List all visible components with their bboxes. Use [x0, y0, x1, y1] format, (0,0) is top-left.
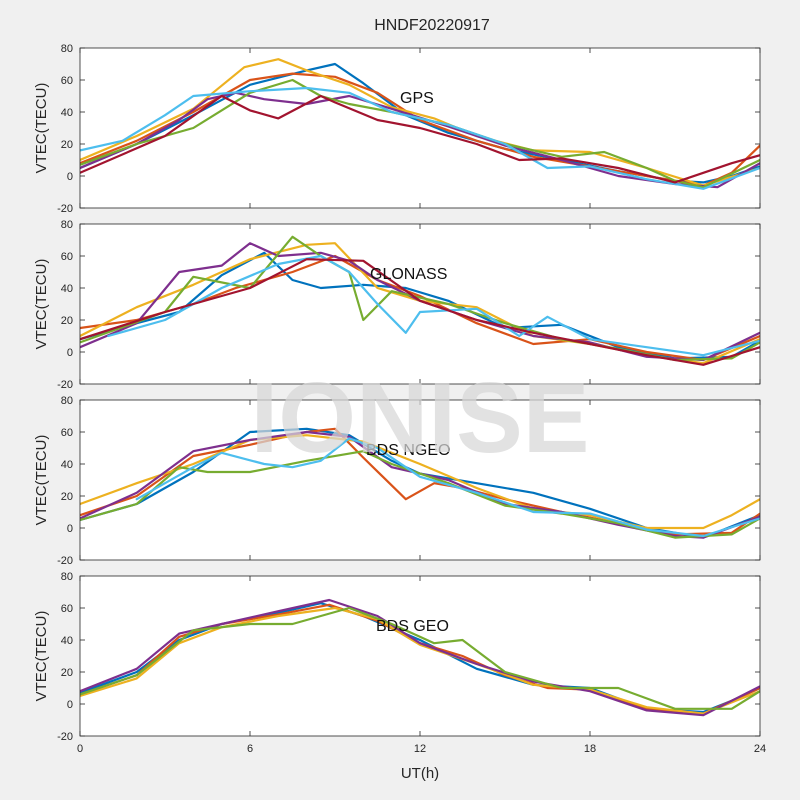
y-tick-label: 80	[61, 571, 73, 583]
subplot-3: -20 0 20 40 60 80 VTEC(TECU) BDS NGEO	[33, 395, 761, 567]
y-tick-label: 60	[61, 427, 73, 439]
y-tick-label: 60	[61, 603, 73, 615]
x-tick-label: 18	[584, 743, 596, 755]
series-group	[80, 235, 760, 366]
series-group	[80, 58, 760, 190]
y-tick-label: -20	[57, 379, 73, 391]
y-tick-label: 80	[61, 395, 73, 407]
y-tick-label: 0	[67, 347, 73, 359]
subplot-1: -20 0 20 40 60 80 VTEC(TECU) GPS	[33, 43, 761, 215]
y-axis-label: VTEC(TECU)	[33, 259, 50, 350]
watermark: IONISE	[251, 362, 590, 474]
series-group	[80, 598, 760, 717]
series-line-3	[80, 434, 760, 530]
y-tick-label: 0	[67, 523, 73, 535]
y-tick-label: -20	[57, 731, 73, 743]
y-tick-label: 40	[61, 635, 73, 647]
y-tick-label: 40	[61, 107, 73, 119]
series-line-7	[80, 258, 760, 366]
y-tick-label: 0	[67, 699, 73, 711]
x-tick-label: 6	[247, 743, 253, 755]
y-tick-label: 20	[61, 491, 73, 503]
y-tick-label: -20	[57, 555, 73, 567]
plot-area	[80, 224, 760, 384]
series-line-6	[80, 86, 760, 190]
y-tick-label: 40	[61, 459, 73, 471]
panel-annotation: GLONASS	[370, 266, 447, 283]
y-tick-label: 20	[61, 315, 73, 327]
x-tick-label: 12	[414, 743, 426, 755]
y-tick-label: 0	[67, 171, 73, 183]
series-line-4	[80, 598, 760, 717]
figure-title: HNDF20220917	[374, 17, 490, 34]
series-line-7	[80, 94, 760, 184]
y-tick-label: 60	[61, 251, 73, 263]
panel-annotation: GPS	[400, 90, 434, 107]
y-axis-label: VTEC(TECU)	[33, 83, 50, 174]
series-group	[80, 427, 760, 539]
y-tick-label: 60	[61, 75, 73, 87]
y-axis-label: VTEC(TECU)	[33, 611, 50, 702]
panel-annotation: BDS NGEO	[366, 442, 450, 459]
y-tick-label: 40	[61, 283, 73, 295]
series-line-3	[80, 606, 760, 715]
x-axis-label: UT(h)	[401, 765, 439, 782]
y-tick-label: 80	[61, 219, 73, 231]
x-tick-label: 24	[754, 743, 766, 755]
series-line-6	[135, 437, 760, 538]
subplot-2: -20 0 20 40 60 80 VTEC(TECU) GLONASS	[33, 219, 761, 391]
series-line-6	[107, 254, 760, 357]
series-line-5	[80, 606, 760, 710]
y-axis-label: VTEC(TECU)	[33, 435, 50, 526]
y-tick-label: 20	[61, 139, 73, 151]
y-tick-label: 20	[61, 667, 73, 679]
subplot-4: -20 0 20 40 60 80 0 6 12 18 24 VTEC(TECU) BDS GEO	[33, 571, 766, 755]
y-tick-label: 80	[61, 43, 73, 55]
x-tick-label: 0	[77, 743, 83, 755]
panel-annotation: BDS GEO	[376, 618, 449, 635]
y-tick-label: -20	[57, 203, 73, 215]
plot-area	[80, 400, 760, 560]
